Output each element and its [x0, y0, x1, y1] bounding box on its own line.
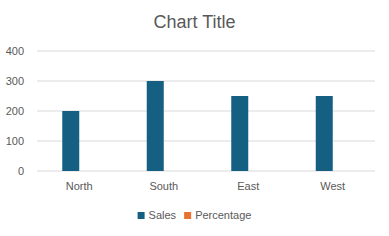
bar: [164, 171, 181, 172]
chart-title: Chart Title: [153, 12, 235, 32]
legend-label: Sales: [149, 209, 177, 221]
legend: Sales Percentage: [138, 209, 252, 221]
bar: [316, 96, 333, 171]
y-tick-label: 200: [6, 105, 24, 117]
bar: [62, 111, 79, 171]
bar: [248, 171, 265, 172]
bar: [79, 171, 96, 172]
y-tick-label: 0: [18, 165, 24, 177]
y-tick-label: 400: [6, 45, 24, 57]
y-tick-label: 300: [6, 75, 24, 87]
bar: [147, 81, 164, 171]
legend-swatch: [184, 212, 191, 219]
x-tick-label: South: [149, 180, 178, 192]
legend-label: Percentage: [195, 209, 251, 221]
legend-swatch: [138, 212, 145, 219]
chart: Chart Title 0 100 200 300 400 North South East We…: [0, 0, 389, 236]
x-tick-label: East: [237, 180, 259, 192]
y-tick-label: 100: [6, 135, 24, 147]
bar: [333, 171, 350, 172]
bar: [231, 96, 248, 171]
x-tick-label: West: [320, 180, 345, 192]
grid-line: [37, 51, 375, 52]
grid-line: [37, 81, 375, 82]
grid: [37, 51, 375, 171]
x-tick-label: North: [66, 180, 93, 192]
